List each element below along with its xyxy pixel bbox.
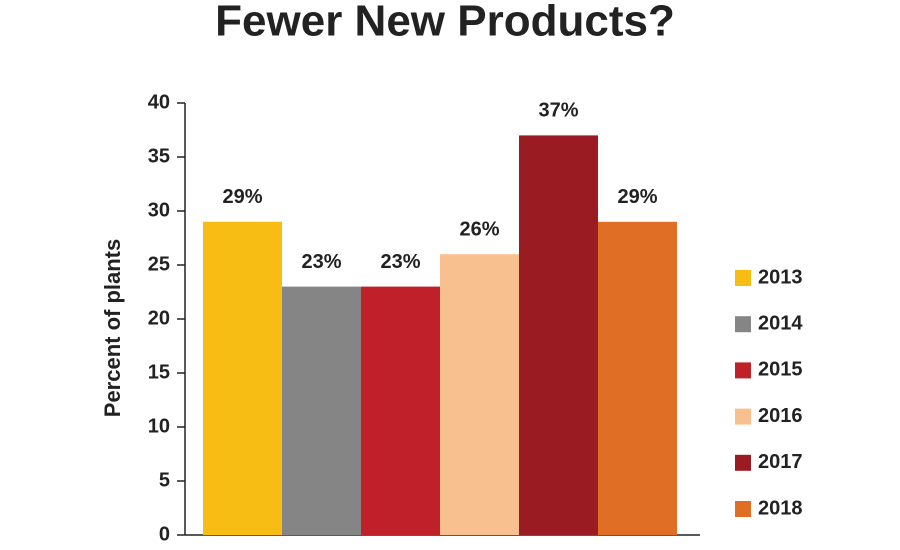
value-label: 26%: [459, 218, 499, 240]
legend-label: 2013: [758, 266, 803, 288]
value-label: 29%: [617, 186, 657, 208]
legend-label: 2018: [758, 497, 803, 519]
bar: [361, 286, 440, 535]
value-label: 23%: [301, 251, 341, 273]
y-tick-label: 40: [148, 91, 170, 113]
chart-title: Fewer New Products?: [215, 0, 675, 46]
legend-swatch: [735, 501, 751, 517]
y-tick-label: 0: [159, 523, 170, 545]
legend-swatch: [735, 454, 751, 471]
legend-label: 2014: [758, 312, 803, 334]
y-tick-label: 30: [148, 199, 170, 221]
value-label: 29%: [222, 186, 262, 208]
legend-label: 2016: [758, 405, 803, 427]
legend-swatch: [735, 316, 751, 333]
bar: [519, 135, 598, 535]
y-tick-label: 5: [159, 469, 170, 491]
legend-label: 2017: [758, 451, 803, 473]
y-tick-label: 15: [148, 361, 170, 383]
y-tick-label: 10: [148, 415, 170, 437]
value-label: 37%: [538, 100, 578, 122]
y-tick-label: 20: [148, 307, 170, 329]
value-label: 23%: [380, 251, 420, 273]
legend-swatch: [735, 408, 751, 425]
bar: [440, 254, 519, 535]
bar: [282, 286, 361, 535]
bar: [598, 221, 677, 536]
legend-swatch: [735, 362, 751, 379]
legend-label: 2015: [758, 359, 803, 381]
y-tick-label: 25: [148, 253, 170, 275]
y-axis-label: Percent of plants: [100, 239, 125, 417]
bar: [203, 221, 282, 536]
y-tick-label: 35: [148, 145, 170, 167]
legend-swatch: [735, 270, 751, 286]
